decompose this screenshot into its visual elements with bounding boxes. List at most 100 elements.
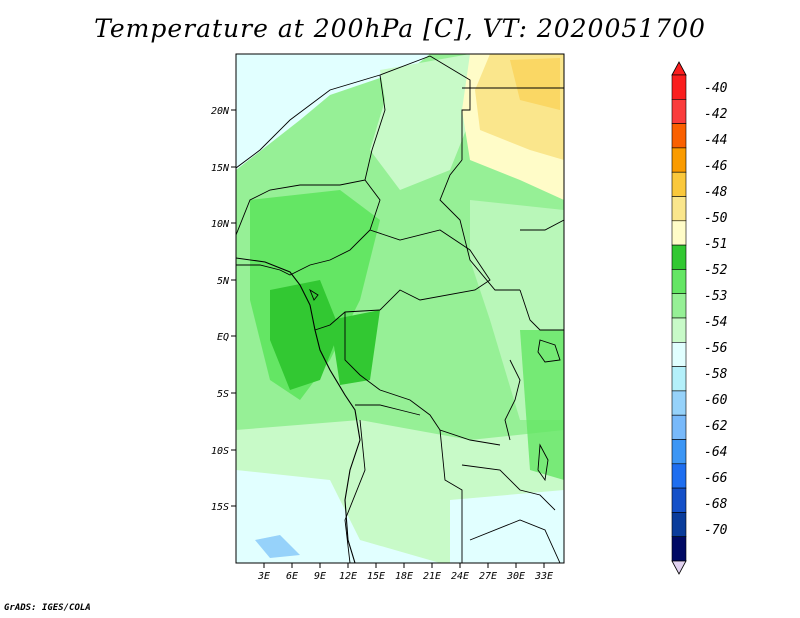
colorbar-label: -52 bbox=[704, 263, 728, 278]
field-sw-54 bbox=[236, 470, 440, 563]
lon-tick-label: 21E bbox=[423, 571, 441, 582]
colorbar-label: -46 bbox=[704, 159, 728, 174]
colorbar-label: -44 bbox=[704, 133, 727, 148]
colorbar-segment bbox=[671, 99, 687, 124]
colorbar-top-arrow bbox=[671, 61, 687, 76]
lon-tick-label: 9E bbox=[314, 571, 326, 582]
colorbar-label: -40 bbox=[704, 81, 728, 96]
colorbar-segment bbox=[671, 366, 687, 392]
lat-tick-label: 10S bbox=[211, 446, 229, 457]
border-angola-west bbox=[344, 419, 366, 563]
border-niger-chad bbox=[364, 74, 386, 181]
border-ethiopia bbox=[520, 219, 564, 231]
colorbar-segment bbox=[671, 293, 687, 319]
lat-axis: 20N 15N 10N 5N EQ 5S 10S 15S bbox=[211, 106, 236, 513]
lake-tanganyika bbox=[504, 359, 521, 441]
temperature-field bbox=[236, 54, 564, 563]
border-angola-north bbox=[355, 404, 421, 416]
colorbar-label: -58 bbox=[704, 367, 728, 382]
colorbar-segment bbox=[671, 196, 687, 222]
lon-tick-label: 3E bbox=[257, 571, 270, 582]
borders bbox=[236, 55, 564, 563]
border-algeria-niger bbox=[236, 55, 431, 169]
colorbar-segment bbox=[671, 536, 687, 562]
border-drc-south bbox=[379, 389, 501, 446]
colorbar bbox=[671, 61, 687, 575]
border-chad-sudan bbox=[439, 159, 520, 291]
colorbar-segment bbox=[671, 317, 687, 343]
colorbar-label: -68 bbox=[704, 497, 728, 512]
lon-tick-label: 24E bbox=[451, 571, 469, 582]
lat-tick-label: 15S bbox=[211, 502, 229, 513]
field-congo-darkgreen bbox=[330, 310, 380, 385]
lat-tick-label: 10N bbox=[211, 219, 230, 230]
colorbar-label: -64 bbox=[704, 445, 727, 460]
lat-tick-label: EQ bbox=[217, 332, 229, 343]
colorbar-label: -60 bbox=[704, 393, 728, 408]
bioko-island bbox=[309, 288, 319, 301]
field-ne-patch bbox=[510, 58, 560, 110]
field-sw-56 bbox=[255, 535, 300, 558]
colorbar-segment bbox=[671, 463, 687, 489]
border-libya-chad bbox=[429, 55, 471, 160]
border-angola-zambia bbox=[439, 429, 463, 563]
colorbar-label: -42 bbox=[704, 107, 728, 122]
field-se-54 bbox=[450, 490, 564, 563]
field-north-lightgreen bbox=[370, 54, 470, 190]
field-lakes-green bbox=[520, 330, 564, 480]
field-nw-54 bbox=[236, 54, 430, 170]
map-title: Temperature at 200hPa [C], VT: 202005170… bbox=[94, 14, 706, 43]
colorbar-label: -50 bbox=[704, 211, 728, 226]
colorbar-segment bbox=[671, 147, 687, 173]
lat-tick-label: 15N bbox=[211, 163, 230, 174]
field-coast-darkgreen bbox=[270, 280, 340, 390]
colorbar-segment bbox=[671, 512, 687, 538]
colorbar-label: -56 bbox=[704, 341, 728, 356]
grads-credit: GrADS: IGES/COLA bbox=[4, 603, 91, 613]
colorbar-label: -62 bbox=[704, 419, 728, 434]
colorbar-segment bbox=[671, 269, 687, 294]
colorbar-labels: -40 -42 -44 -46 -48 -50 -51 -52 -53 -54 … bbox=[704, 81, 728, 538]
colorbar-segment bbox=[671, 414, 687, 440]
colorbar-label: -51 bbox=[704, 237, 727, 252]
colorbar-bottom-arrow bbox=[671, 560, 687, 575]
map-frame bbox=[235, 53, 565, 564]
border-nigeria-south bbox=[236, 229, 371, 276]
lat-tick-label: 5S bbox=[217, 389, 229, 400]
lon-tick-label: 27E bbox=[479, 571, 497, 582]
lon-tick-label: 30E bbox=[506, 571, 525, 582]
lat-tick-label: 20N bbox=[211, 106, 230, 117]
colorbar-segment bbox=[671, 220, 687, 246]
colorbar-label: -48 bbox=[704, 185, 728, 200]
lat-tick-label: 5N bbox=[217, 276, 230, 287]
border-zambia bbox=[461, 464, 556, 511]
colorbar-label: -54 bbox=[704, 315, 727, 330]
colorbar-segment bbox=[671, 487, 687, 513]
lon-tick-label: 6E bbox=[286, 571, 298, 582]
border-cameroon-gabon bbox=[314, 309, 381, 331]
colorbar-segment bbox=[671, 439, 687, 465]
border-congo bbox=[344, 312, 381, 391]
border-nigeria-north bbox=[236, 179, 381, 236]
colorbar-segment bbox=[671, 341, 687, 367]
lon-tick-label: 15E bbox=[367, 571, 385, 582]
atlantic-coastline bbox=[236, 257, 361, 563]
lake-victoria bbox=[537, 339, 561, 363]
lake-malawi bbox=[537, 443, 549, 482]
lon-tick-label: 18E bbox=[395, 571, 413, 582]
colorbar-segment bbox=[671, 74, 687, 100]
lon-tick-label: 12E bbox=[339, 571, 357, 582]
border-uganda bbox=[519, 289, 564, 331]
colorbar-label: -70 bbox=[704, 523, 728, 538]
border-car bbox=[369, 229, 491, 311]
colorbar-segment bbox=[671, 123, 687, 149]
border-zimbabwe bbox=[469, 519, 561, 563]
colorbar-segment bbox=[671, 390, 687, 416]
lon-tick-label: 33E bbox=[534, 571, 553, 582]
colorbar-segment bbox=[671, 171, 687, 197]
lon-axis: 3E 6E 9E 12E 15E 18E 21E 24E 27E 30E 33E bbox=[257, 563, 553, 582]
colorbar-label: -53 bbox=[704, 289, 727, 304]
colorbar-label: -66 bbox=[704, 471, 728, 486]
colorbar-segment bbox=[671, 244, 687, 270]
